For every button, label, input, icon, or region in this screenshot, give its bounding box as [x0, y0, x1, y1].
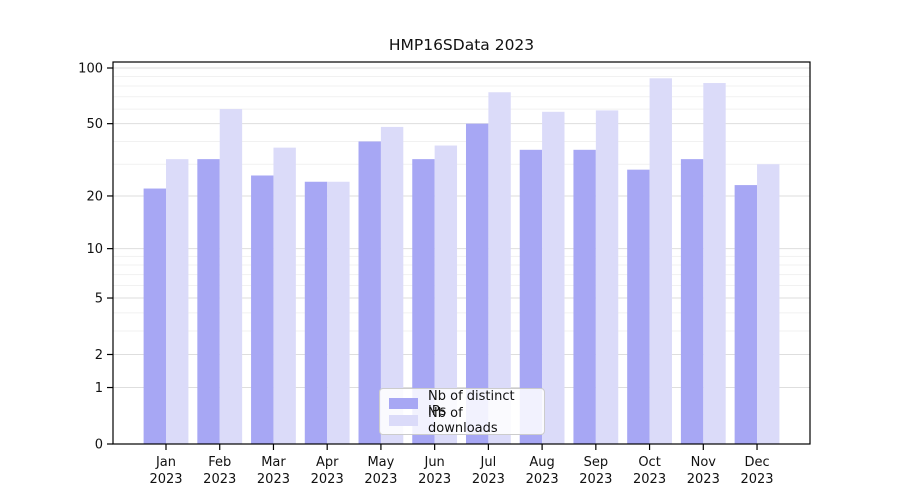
x-tick-label-year-jul: 2023 — [472, 472, 505, 487]
legend-item-distinct-ips: Nb of distinct IPs — [389, 389, 535, 419]
chart-title: HMP16SData 2023 — [388, 36, 535, 54]
x-tick-label-month-dec: Dec — [744, 455, 769, 470]
x-tick-label-month-apr: Apr — [316, 455, 339, 470]
x-tick-label-year-jun: 2023 — [418, 472, 451, 487]
x-tick-label-month-nov: Nov — [691, 455, 717, 470]
x-tick-label-year-sep: 2023 — [579, 472, 612, 487]
bar-distinct-ips-jun — [412, 159, 435, 444]
x-tick-label-month-sep: Sep — [584, 455, 609, 470]
legend-swatch-downloads — [389, 415, 418, 426]
bar-distinct-ips-feb — [197, 159, 220, 444]
bar-downloads-oct — [649, 78, 672, 444]
bar-distinct-ips-jan — [143, 188, 166, 444]
bar-distinct-ips-oct — [627, 169, 650, 445]
bar-downloads-may — [380, 126, 404, 445]
x-tick-label-year-nov: 2023 — [687, 472, 720, 487]
x-tick-label-month-jun: Jun — [423, 455, 444, 470]
bar-distinct-ips-jul — [465, 123, 489, 444]
x-tick-label-year-aug: 2023 — [526, 472, 559, 487]
y-tick-label-10: 10 — [86, 242, 103, 257]
bar-distinct-ips-aug — [519, 149, 543, 444]
bar-downloads-nov — [703, 83, 726, 444]
bar-downloads-mar — [273, 147, 296, 444]
x-tick-label-year-mar: 2023 — [257, 472, 290, 487]
y-tick-label-2: 2 — [95, 348, 103, 363]
x-tick-label-month-may: May — [367, 455, 394, 470]
bar-downloads-jul — [488, 92, 511, 444]
bar-downloads-jan — [166, 159, 189, 444]
bar-distinct-ips-may — [358, 141, 381, 444]
y-tick-label-100: 100 — [78, 62, 103, 77]
bar-downloads-dec — [757, 164, 780, 444]
y-tick-label-0: 0 — [95, 438, 103, 453]
x-tick-label-month-aug: Aug — [529, 455, 554, 470]
x-tick-label-month-jan: Jan — [155, 455, 176, 470]
bar-distinct-ips-mar — [251, 175, 274, 444]
bar-distinct-ips-nov — [680, 159, 704, 444]
bar-downloads-sep — [595, 110, 619, 444]
x-tick-label-year-jan: 2023 — [149, 472, 182, 487]
x-tick-label-month-mar: Mar — [261, 455, 286, 470]
x-tick-label-year-oct: 2023 — [633, 472, 666, 487]
x-tick-label-year-feb: 2023 — [203, 472, 236, 487]
y-tick-label-20: 20 — [86, 189, 103, 204]
bar-downloads-feb — [219, 109, 243, 445]
legend: Nb of distinct IPs Nb of downloads — [379, 388, 545, 436]
y-tick-label-1: 1 — [95, 381, 103, 396]
bar-downloads-aug — [542, 111, 565, 444]
bar-downloads-apr — [327, 181, 350, 444]
x-tick-label-year-may: 2023 — [364, 472, 397, 487]
bar-distinct-ips-sep — [573, 149, 596, 444]
legend-swatch-distinct-ips — [389, 398, 418, 409]
y-tick-label-5: 5 — [95, 292, 103, 307]
legend-item-downloads: Nb of downloads — [389, 406, 535, 436]
x-tick-label-year-dec: 2023 — [740, 472, 773, 487]
y-tick-label-50: 50 — [86, 117, 103, 132]
x-tick-label-month-feb: Feb — [208, 455, 231, 470]
legend-label-distinct-ips: Nb of distinct IPs — [428, 388, 515, 419]
bar-downloads-jun — [434, 145, 458, 444]
x-tick-label-month-jul: Jul — [480, 455, 497, 470]
legend-label-downloads: Nb of downloads — [428, 405, 498, 436]
bar-distinct-ips-apr — [304, 181, 328, 444]
bar-distinct-ips-dec — [734, 185, 758, 445]
x-tick-label-month-oct: Oct — [638, 455, 660, 470]
plot-border — [112, 61, 811, 445]
x-tick-label-year-apr: 2023 — [311, 472, 344, 487]
